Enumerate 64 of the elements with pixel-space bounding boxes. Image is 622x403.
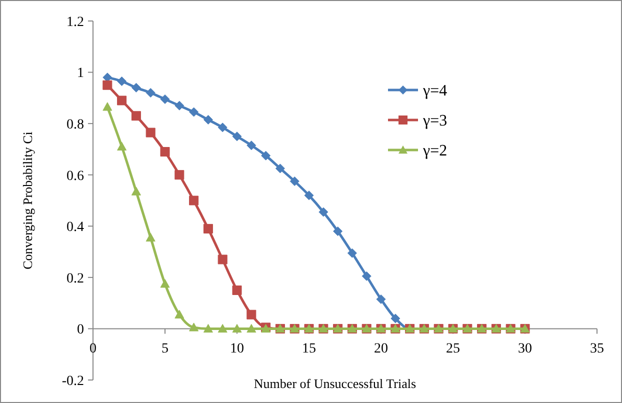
point <box>290 176 300 186</box>
point <box>362 271 372 281</box>
legend-label: γ=3 <box>422 112 448 130</box>
y-axis-title: Converging Probability Ci <box>20 131 35 270</box>
point <box>218 254 228 264</box>
point <box>117 142 127 150</box>
point <box>160 147 170 157</box>
point <box>160 279 170 288</box>
point <box>160 94 170 104</box>
y-tick-label: 0.8 <box>66 117 84 132</box>
y-tick-label: 0.2 <box>66 271 84 286</box>
point <box>146 128 156 138</box>
x-tick-label: 5 <box>162 342 168 357</box>
point <box>246 324 256 333</box>
y-tick-label: -0.2 <box>62 374 84 389</box>
y-tick-label: 0 <box>77 322 84 338</box>
legend-label: γ=2 <box>422 142 448 160</box>
legend-label: γ=4 <box>422 82 448 100</box>
x-axis-title: Number of Unsuccessful Trials <box>254 376 416 391</box>
point <box>232 286 242 295</box>
point <box>102 102 112 111</box>
y-tick-label: 0.4 <box>66 220 84 236</box>
x-tick-label: 35 <box>590 342 604 357</box>
point <box>189 196 199 206</box>
point <box>246 310 256 320</box>
point <box>131 111 141 121</box>
point <box>318 207 328 217</box>
point <box>390 314 400 324</box>
point <box>275 164 285 174</box>
point <box>246 140 256 150</box>
point <box>174 100 184 110</box>
y-tick-label: 1.2 <box>66 14 84 30</box>
point <box>232 132 242 142</box>
point <box>146 232 156 242</box>
point <box>146 88 156 98</box>
x-tick-label: 15 <box>302 342 316 357</box>
point <box>232 324 242 333</box>
point <box>117 76 127 86</box>
y-tick-label: 0.6 <box>66 168 84 184</box>
point <box>174 170 184 180</box>
point <box>333 226 343 236</box>
point <box>102 80 112 90</box>
point <box>304 190 314 200</box>
x-tick-label: 20 <box>374 342 388 357</box>
point <box>218 324 228 333</box>
point <box>102 72 112 82</box>
point <box>131 186 141 196</box>
point <box>189 322 199 332</box>
point <box>131 82 141 92</box>
x-tick-label: 30 <box>518 342 532 357</box>
point <box>261 150 271 160</box>
point <box>347 248 357 258</box>
y-tick-label: 1 <box>77 66 84 82</box>
point <box>218 122 228 132</box>
point <box>203 224 213 234</box>
point <box>203 114 213 124</box>
point <box>174 310 184 318</box>
point <box>117 96 127 106</box>
point <box>376 294 386 304</box>
point <box>189 107 199 117</box>
point <box>203 324 213 333</box>
x-tick-label: 10 <box>230 342 244 357</box>
x-tick-label: 25 <box>446 342 460 357</box>
x-tick-label: 0 <box>90 342 96 357</box>
